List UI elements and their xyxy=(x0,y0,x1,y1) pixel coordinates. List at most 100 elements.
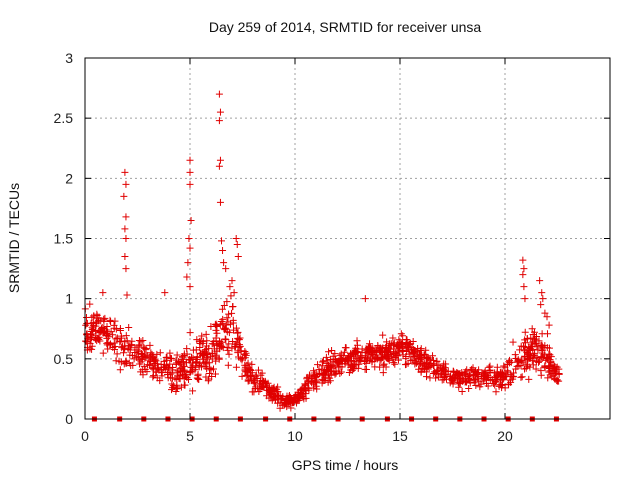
data-point xyxy=(103,322,111,330)
data-point xyxy=(389,334,397,342)
data-point xyxy=(118,344,126,352)
data-point xyxy=(179,360,187,368)
data-point xyxy=(484,382,492,390)
data-point xyxy=(238,372,246,380)
data-point xyxy=(246,366,254,374)
data-point xyxy=(354,364,362,372)
data-point xyxy=(345,369,353,377)
data-point xyxy=(117,337,125,345)
data-point xyxy=(173,351,181,359)
data-point xyxy=(101,314,109,322)
data-point xyxy=(203,351,211,359)
data-point xyxy=(150,365,158,373)
data-point xyxy=(375,346,383,354)
chart-title: Day 259 of 2014, SRMTID for receiver uns… xyxy=(209,19,482,35)
data-point xyxy=(538,330,546,338)
data-point xyxy=(532,358,540,366)
data-point xyxy=(223,298,231,306)
data-point xyxy=(462,368,470,376)
data-point xyxy=(143,361,151,369)
data-point xyxy=(122,213,130,221)
data-point xyxy=(237,355,245,363)
data-point xyxy=(82,337,90,345)
data-point xyxy=(313,378,321,386)
data-point xyxy=(106,316,114,324)
data-point xyxy=(161,289,169,297)
data-point xyxy=(520,283,528,291)
data-point xyxy=(177,383,185,391)
y-tick-label: 3 xyxy=(65,50,73,66)
data-point xyxy=(542,356,550,364)
data-point xyxy=(209,365,217,373)
data-point xyxy=(107,317,115,325)
data-point xyxy=(131,344,139,352)
data-point xyxy=(472,382,480,390)
data-point xyxy=(410,346,418,354)
data-point xyxy=(160,357,168,365)
data-point xyxy=(231,343,239,351)
data-point xyxy=(186,356,194,364)
data-point xyxy=(358,345,366,353)
data-point xyxy=(110,339,118,347)
data-point xyxy=(522,364,530,372)
data-point xyxy=(492,388,500,396)
data-point xyxy=(181,367,189,375)
data-point xyxy=(129,361,137,369)
data-point xyxy=(125,324,133,332)
data-point xyxy=(509,338,517,346)
data-point xyxy=(156,349,164,357)
data-point xyxy=(521,343,529,351)
data-point xyxy=(472,367,480,375)
data-point xyxy=(200,359,208,367)
data-point xyxy=(269,394,277,402)
x-tick-label: 10 xyxy=(287,428,303,444)
data-point xyxy=(225,340,233,348)
data-point xyxy=(234,335,242,343)
data-point xyxy=(524,350,532,358)
data-point xyxy=(121,168,129,176)
data-point xyxy=(189,362,197,370)
data-point xyxy=(402,355,410,363)
data-point xyxy=(301,380,309,388)
data-point xyxy=(86,345,94,353)
data-point xyxy=(205,344,213,352)
data-point xyxy=(235,336,243,344)
data-point xyxy=(493,372,501,380)
data-point xyxy=(166,370,174,378)
data-point xyxy=(135,360,143,368)
data-point xyxy=(149,373,157,381)
data-point xyxy=(391,360,399,368)
data-point xyxy=(296,386,304,394)
data-point xyxy=(276,404,284,412)
data-points xyxy=(81,90,563,412)
data-point xyxy=(497,381,505,389)
data-point xyxy=(328,346,336,354)
data-point xyxy=(392,350,400,358)
data-point xyxy=(341,356,349,364)
data-point xyxy=(458,387,466,395)
data-point xyxy=(371,363,379,371)
data-point xyxy=(399,351,407,359)
y-tick-label: 1 xyxy=(65,291,73,307)
data-point xyxy=(322,353,330,361)
data-point xyxy=(189,346,197,354)
data-point xyxy=(215,345,223,353)
data-point xyxy=(510,369,518,377)
data-point xyxy=(216,156,224,164)
data-point xyxy=(322,371,330,379)
data-point xyxy=(183,359,191,367)
data-point xyxy=(532,365,540,373)
data-point xyxy=(421,350,429,358)
data-point xyxy=(490,373,498,381)
data-point xyxy=(551,363,559,371)
data-point xyxy=(551,369,559,377)
data-point xyxy=(449,367,457,375)
x-tick-label: 0 xyxy=(81,428,89,444)
data-point xyxy=(186,283,194,291)
x-tick-label: 15 xyxy=(392,428,408,444)
data-point xyxy=(224,318,232,326)
data-point xyxy=(384,346,392,354)
data-point xyxy=(99,289,107,297)
data-point xyxy=(300,395,308,403)
data-point xyxy=(440,376,448,384)
